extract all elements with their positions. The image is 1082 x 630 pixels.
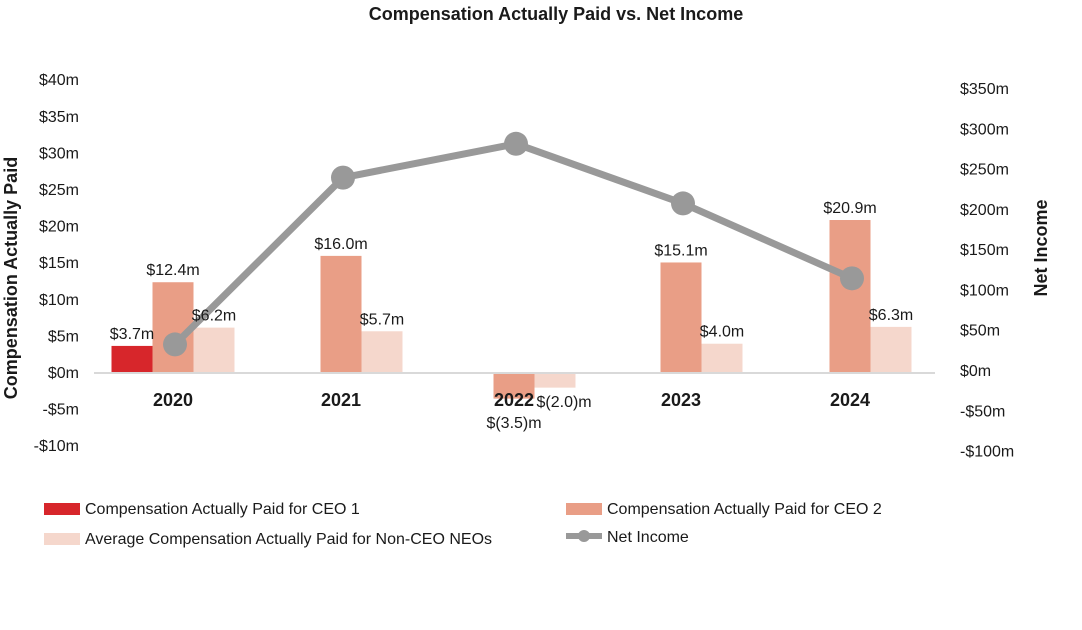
legend-swatch [566, 503, 602, 515]
right-tick-label: $200m [960, 202, 1009, 219]
bar-average-compensation-actually-paid-for-non-ceo-neos-2023 [701, 343, 743, 373]
right-axis-ticks: $350m $300m $250m $200m $150m $100m $50m $0m -$5… [960, 81, 1014, 461]
chart-title: Compensation Actually Paid vs. Net Incom… [369, 4, 743, 24]
net-income-point [331, 165, 355, 190]
legend: Compensation Actually Paid for CEO 1 Comp… [44, 501, 882, 548]
right-axis-title: Net Income [1031, 199, 1051, 296]
category-label: 2024 [830, 390, 870, 410]
bar-compensation-actually-paid-for-ceo-1-2020 [111, 345, 153, 373]
data-label: $6.2m [192, 308, 236, 325]
data-label: $16.0m [314, 236, 367, 253]
net-income-line [163, 131, 864, 357]
left-tick-label: -$5m [43, 402, 79, 419]
bar-compensation-actually-paid-for-ceo-2-2021 [320, 255, 362, 373]
left-tick-label: $20m [39, 219, 79, 236]
left-tick-label: $5m [48, 328, 79, 345]
data-label: $4.0m [700, 324, 744, 341]
legend-label: Compensation Actually Paid for CEO 1 [85, 501, 360, 518]
data-label: $(3.5)m [486, 415, 541, 432]
bar-compensation-actually-paid-for-ceo-2-2023 [660, 262, 702, 373]
category-label: 2021 [321, 390, 361, 410]
left-axis-ticks: $40m $35m $30m $25m $20m $15m $10m $5m $0m -$5m -$… [34, 72, 79, 455]
net-income-point [671, 191, 695, 216]
right-tick-label: -$50m [960, 403, 1005, 420]
left-axis-title: Compensation Actually Paid [1, 157, 21, 399]
right-tick-label: $150m [960, 242, 1009, 259]
category-label: 2022 [494, 390, 534, 410]
left-tick-label: $30m [39, 145, 79, 162]
data-label: $15.1m [654, 242, 707, 259]
category-labels: 2020 2021 2022 2023 2024 [153, 390, 870, 410]
data-label: $6.3m [869, 307, 913, 324]
legend-marker [578, 530, 590, 542]
data-label: $5.7m [360, 311, 404, 328]
bar-average-compensation-actually-paid-for-non-ceo-neos-2024 [870, 326, 912, 373]
bar-average-compensation-actually-paid-for-non-ceo-neos-2020 [193, 327, 235, 373]
right-tick-label: $300m [960, 121, 1009, 138]
net-income-point [163, 332, 187, 357]
bar-marks [111, 220, 912, 399]
bar-average-compensation-actually-paid-for-non-ceo-neos-2022 [534, 373, 576, 388]
left-tick-label: $10m [39, 292, 79, 309]
left-tick-label: $25m [39, 182, 79, 199]
left-tick-label: $40m [39, 72, 79, 89]
bar-average-compensation-actually-paid-for-non-ceo-neos-2021 [361, 331, 403, 373]
right-tick-label: $250m [960, 162, 1009, 179]
bar-compensation-actually-paid-for-ceo-2-2024 [829, 220, 871, 373]
left-tick-label: $0m [48, 365, 79, 382]
right-tick-label: -$100m [960, 444, 1014, 461]
legend-swatch [44, 533, 80, 545]
left-tick-label: -$10m [34, 438, 79, 455]
legend-label: Average Compensation Actually Paid for N… [85, 531, 492, 548]
data-label: $(2.0)m [537, 394, 592, 411]
bar-compensation-actually-paid-for-ceo-2-2020 [152, 282, 194, 373]
category-label: 2020 [153, 390, 193, 410]
legend-label: Compensation Actually Paid for CEO 2 [607, 501, 882, 518]
legend-label: Net Income [607, 529, 689, 546]
data-label: $12.4m [146, 262, 199, 279]
data-label: $20.9m [823, 200, 876, 217]
right-tick-label: $350m [960, 81, 1009, 98]
category-label: 2023 [661, 390, 701, 410]
legend-swatch [44, 503, 80, 515]
right-tick-label: $0m [960, 363, 991, 380]
left-tick-label: $15m [39, 255, 79, 272]
net-income-point [840, 266, 864, 291]
data-labels: $3.7m $12.4m $16.0m $(3.5)m $15.1m $20.9m $6.2… [110, 200, 913, 432]
bar-compensation-actually-paid-for-ceo-2-2022 [493, 373, 535, 399]
right-tick-label: $100m [960, 282, 1009, 299]
net-income-point [504, 131, 528, 156]
net-income-line-path [172, 140, 854, 347]
left-tick-label: $35m [39, 109, 79, 126]
right-tick-label: $50m [960, 323, 1000, 340]
data-label: $3.7m [110, 326, 154, 343]
